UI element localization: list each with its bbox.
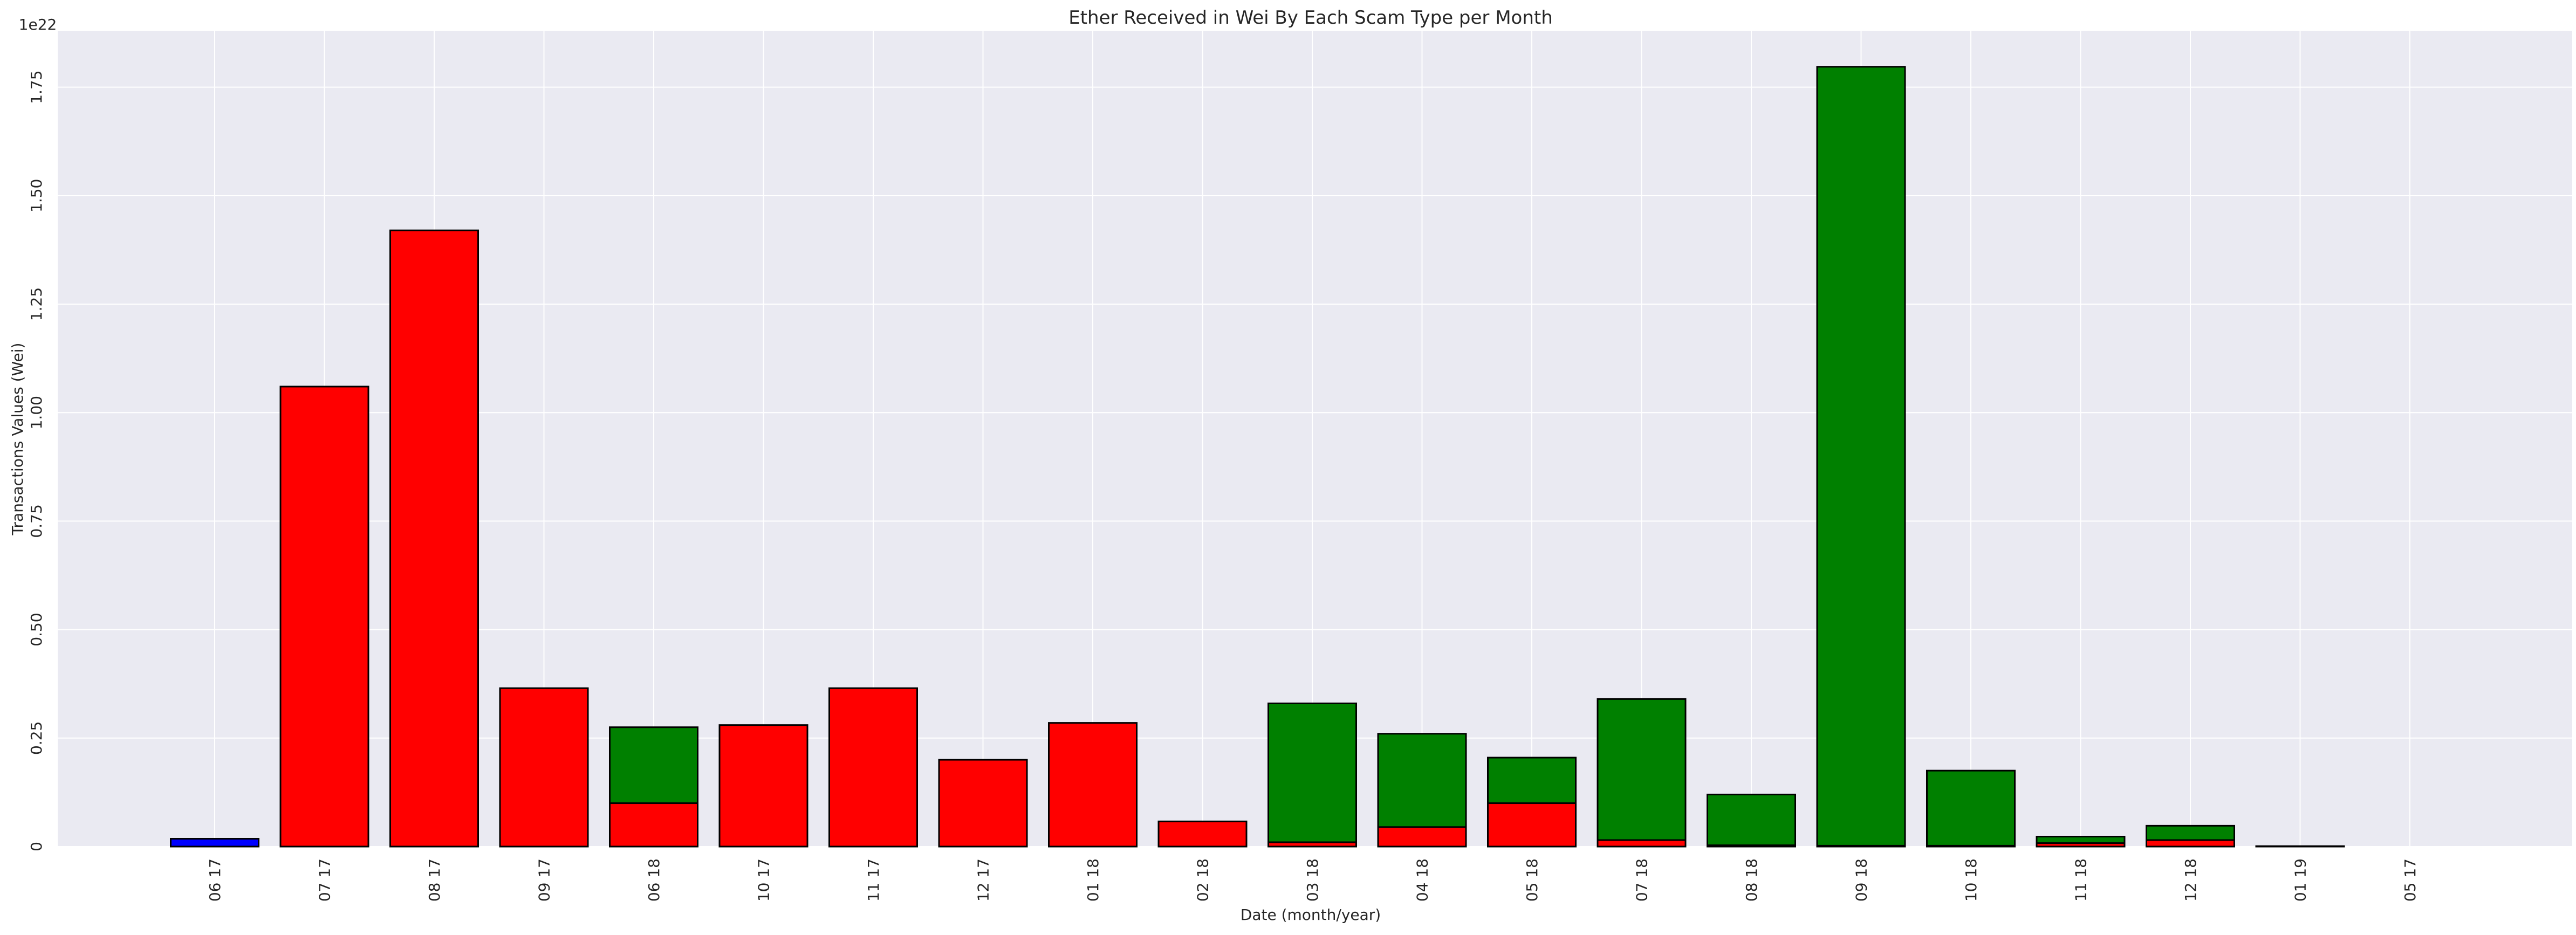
bar-segment (2255, 845, 2345, 848)
bar-segment (609, 726, 698, 805)
bar-segment (1377, 826, 1467, 848)
bar-segment (1268, 702, 1357, 843)
x-tick-label: 09 17 (536, 858, 553, 902)
x-tick-label: 05 18 (1523, 858, 1541, 902)
y-axis-label: Transactions Values (Wei) (9, 343, 26, 536)
bar-segment (2146, 839, 2235, 848)
bar-segment (718, 724, 809, 848)
bar-segment (170, 838, 259, 848)
bar-segment (1597, 839, 1687, 848)
x-tick-label: 08 17 (426, 858, 443, 902)
bar-segment (828, 687, 918, 848)
x-tick-label: 04 18 (1414, 858, 1431, 902)
x-tick-label: 10 17 (755, 858, 773, 902)
bar-segment (279, 386, 369, 848)
y-tick-label: 1.00 (28, 396, 45, 429)
x-tick-label: 03 18 (1304, 858, 1321, 902)
bar-segment (1487, 802, 1577, 848)
x-tick-labels: 06 17 07 17 08 17 09 17 06 18 10 17 11 17 12 17… (206, 858, 2419, 902)
y-tick-label: 0.50 (28, 613, 45, 646)
bar-segment (1707, 793, 1796, 847)
bar-segment (1597, 698, 1687, 841)
bar-segment (1157, 820, 1248, 848)
x-tick-label: 09 18 (1853, 858, 1871, 902)
x-tick-label: 07 17 (316, 858, 334, 902)
y-tick-label: 0.25 (28, 721, 45, 755)
y-tick-label: 1.50 (28, 179, 45, 212)
x-tick-label: 07 18 (1633, 858, 1651, 902)
x-tick-label: 06 17 (206, 858, 224, 902)
x-tick-label: 01 19 (2292, 858, 2310, 902)
y-tick-label: 1.75 (28, 70, 45, 104)
bar-segment (1487, 757, 1577, 805)
y-tick-label: 0 (28, 842, 45, 851)
x-tick-label: 08 18 (1743, 858, 1760, 902)
bar-segment (389, 229, 479, 848)
bar-segment (609, 802, 698, 848)
x-tick-label: 11 17 (865, 858, 882, 902)
x-axis-label: Date (month/year) (1241, 906, 1381, 924)
bar-segment (1816, 66, 1906, 847)
bar-segment (1048, 722, 1138, 848)
x-tick-label: 06 18 (645, 858, 663, 902)
x-tick-label: 02 18 (1194, 858, 1212, 902)
bar-segment (2146, 824, 2235, 841)
y-tick-labels: 0 0.25 0.50 0.75 1.00 1.25 1.50 1.75 (28, 70, 45, 851)
x-tick-label: 12 18 (2182, 858, 2200, 902)
bar-segment (2036, 835, 2126, 844)
bar-segment (1377, 733, 1467, 828)
x-tick-label: 11 18 (2072, 858, 2090, 902)
x-tick-label: 05 17 (2401, 858, 2419, 902)
bar-segment (1926, 769, 2016, 847)
x-tick-label: 12 17 (975, 858, 992, 902)
y-tick-label: 0.75 (28, 504, 45, 538)
x-tick-label: 10 18 (1962, 858, 1980, 902)
y-tick-label: 1.25 (28, 287, 45, 321)
bar-segment (499, 687, 589, 848)
chart-title: Ether Received in Wei By Each Scam Type … (1068, 7, 1553, 29)
y-axis-offset-label: 1e22 (19, 16, 57, 33)
bars (170, 66, 2345, 848)
bar-segment (938, 759, 1028, 848)
x-tick-label: 01 18 (1084, 858, 1102, 902)
